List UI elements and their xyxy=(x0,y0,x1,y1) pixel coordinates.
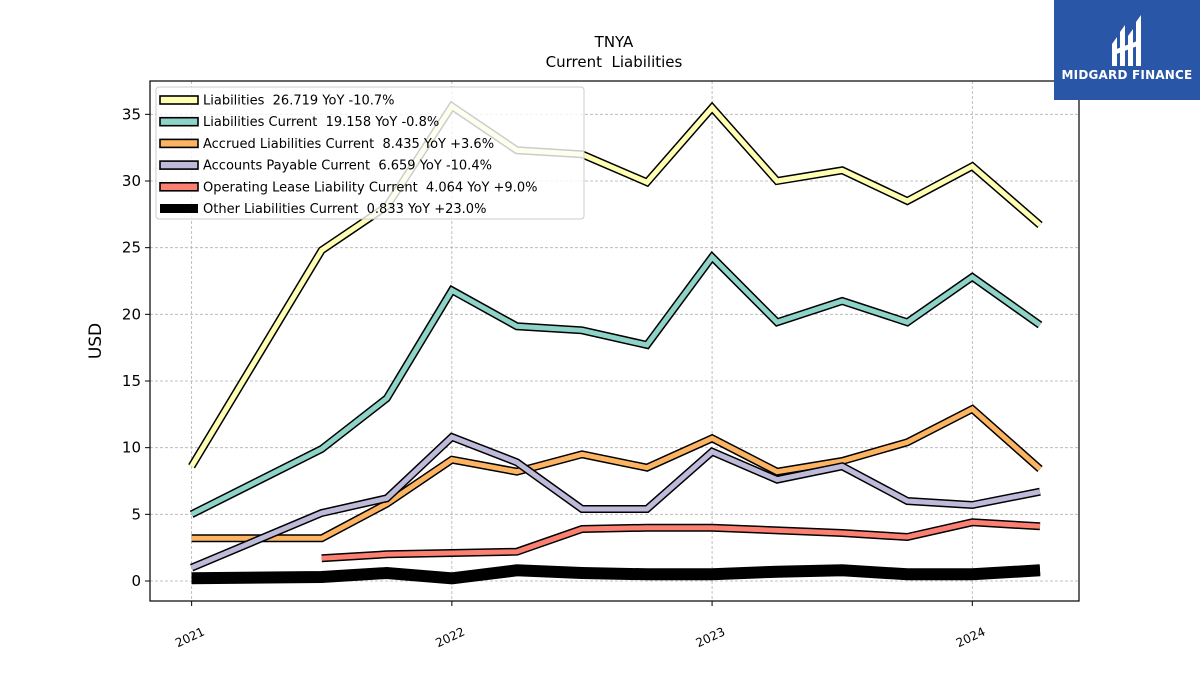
plot-frame xyxy=(149,80,1080,602)
legend-box xyxy=(155,86,585,220)
legend-item: Other Liabilities Current 0.833 YoY +23.… xyxy=(160,202,486,217)
series-line xyxy=(191,404,1043,543)
chart-title: TNYA xyxy=(594,33,634,51)
x-tick-label: 2023 xyxy=(694,625,728,651)
y-tick-label: 20 xyxy=(122,305,141,323)
legend-label: Accounts Payable Current 6.659 YoY -10.4… xyxy=(203,159,492,174)
series-line-stroke xyxy=(190,434,1041,571)
x-tick-label: 2024 xyxy=(954,625,988,651)
series-line-stroke xyxy=(321,519,1041,561)
series-line-outline xyxy=(191,404,1043,543)
y-tick-label: 15 xyxy=(122,372,141,390)
legend-swatch xyxy=(160,204,198,213)
series-line xyxy=(190,432,1041,572)
legend-item: Operating Lease Liability Current 4.064 … xyxy=(159,180,537,195)
y-tick-label: 10 xyxy=(122,439,141,457)
legend-swatch xyxy=(159,182,199,192)
legend-swatch xyxy=(159,138,199,149)
legend-item: Accrued Liabilities Current 8.435 YoY +3… xyxy=(159,137,494,152)
series-line-stroke xyxy=(190,253,1042,517)
logo-mark-icon xyxy=(1112,15,1141,66)
series-line xyxy=(189,250,1043,518)
x-tick-label: 2021 xyxy=(173,625,207,651)
legend-label: Other Liabilities Current 0.833 YoY +23.… xyxy=(203,202,486,217)
brand-logo: MIDGARD FINANCE xyxy=(1054,0,1200,100)
y-tick-label: 25 xyxy=(122,239,141,257)
legend-label: Operating Lease Liability Current 4.064 … xyxy=(203,180,537,195)
series-line xyxy=(191,564,1041,585)
x-tick-label: 2022 xyxy=(433,625,467,651)
legend-item: Liabilities Current 19.158 YoY -0.8% xyxy=(159,115,439,130)
legend-swatch xyxy=(159,116,199,127)
legend-label: Accrued Liabilities Current 8.435 YoY +3… xyxy=(203,137,494,152)
y-tick-label: 30 xyxy=(122,172,141,190)
legend-item: Accounts Payable Current 6.659 YoY -10.4… xyxy=(159,159,492,174)
legend-swatch xyxy=(159,160,199,170)
legend: Liabilities 26.719 YoY -10.7% Liabilities… xyxy=(155,86,585,220)
chart-subtitle: Current Liabilities xyxy=(546,53,683,71)
legend-label: Liabilities 26.719 YoY -10.7% xyxy=(203,94,395,109)
y-tick-label: 0 xyxy=(131,572,141,590)
y-tick-label: 5 xyxy=(131,505,141,523)
series-line xyxy=(321,518,1041,563)
legend-label: Liabilities Current 19.158 YoY -0.8% xyxy=(203,115,439,130)
y-axis-label: USD xyxy=(86,323,106,359)
legend-swatch xyxy=(159,95,199,105)
series-line-outline xyxy=(189,250,1043,518)
series-lines xyxy=(188,100,1043,585)
y-tick-label: 35 xyxy=(122,105,141,123)
series-line-stroke xyxy=(191,565,1041,583)
legend-item: Liabilities 26.719 YoY -10.7% xyxy=(159,94,395,109)
logo-text: MIDGARD FINANCE xyxy=(1061,68,1193,82)
series-line-stroke xyxy=(191,405,1042,541)
